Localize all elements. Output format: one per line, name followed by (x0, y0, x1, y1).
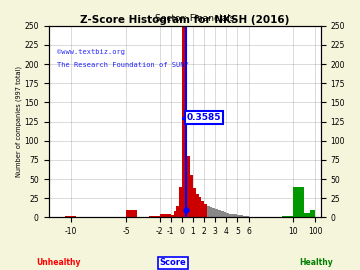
Bar (215, 209, 218, 217)
Bar (182, 27, 185, 217)
Bar (224, 212, 226, 217)
Text: Sector: Financials: Sector: Financials (155, 14, 234, 23)
Bar (304, 213, 310, 217)
Bar (188, 156, 190, 217)
Y-axis label: Number of companies (997 total): Number of companies (997 total) (15, 66, 22, 177)
Bar (149, 216, 159, 217)
Bar (243, 216, 246, 217)
Bar (282, 216, 293, 217)
Bar (174, 211, 176, 217)
Bar (165, 214, 171, 217)
Text: The Research Foundation of SUNY: The Research Foundation of SUNY (57, 62, 188, 68)
Bar (232, 214, 235, 217)
Bar (171, 215, 174, 217)
Text: Healthy: Healthy (299, 258, 333, 267)
Text: ©www.textbiz.org: ©www.textbiz.org (57, 49, 125, 55)
Bar (198, 197, 201, 217)
Bar (238, 215, 240, 217)
Bar (229, 214, 232, 217)
Bar (218, 211, 221, 217)
Bar (159, 214, 165, 217)
Text: 0.3585: 0.3585 (186, 113, 221, 122)
Title: Z-Score Histogram for NKSH (2016): Z-Score Histogram for NKSH (2016) (80, 15, 289, 25)
Bar (65, 216, 76, 217)
Bar (176, 206, 179, 217)
Bar (207, 206, 210, 217)
Bar (210, 207, 212, 217)
Bar (179, 187, 182, 217)
Text: Unhealthy: Unhealthy (36, 258, 81, 267)
Bar (310, 211, 315, 217)
Bar (226, 213, 229, 217)
Bar (196, 194, 198, 217)
Bar (212, 208, 215, 217)
Bar (185, 76, 188, 217)
Bar (221, 211, 224, 217)
Bar (240, 215, 243, 217)
Text: Score: Score (159, 258, 186, 267)
Bar (246, 216, 248, 217)
Bar (235, 214, 238, 217)
Bar (126, 210, 138, 217)
Bar (190, 175, 193, 217)
Bar (293, 187, 304, 217)
Bar (193, 188, 196, 217)
Bar (201, 201, 204, 217)
Bar (204, 204, 207, 217)
